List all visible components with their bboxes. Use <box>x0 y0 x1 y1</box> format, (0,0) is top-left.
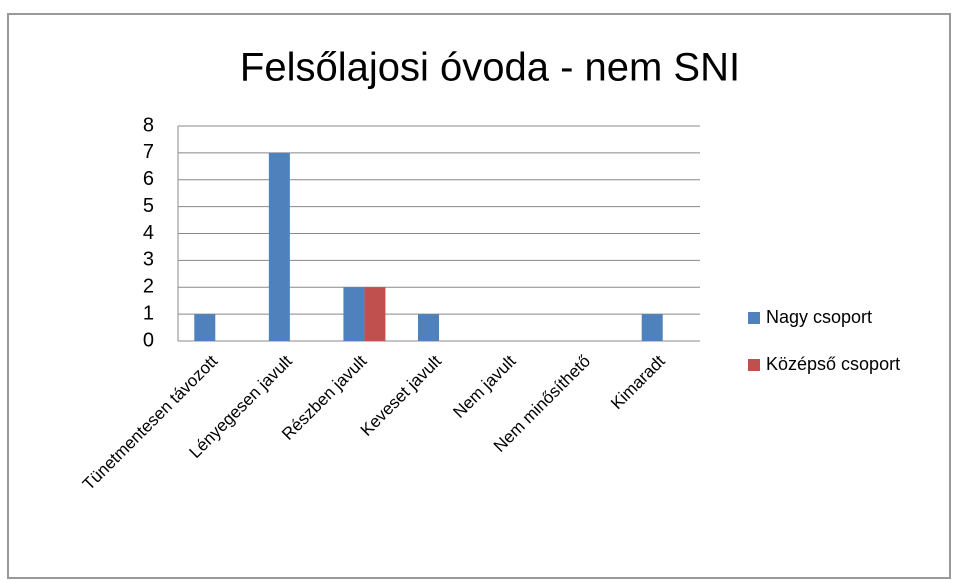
y-tick-label: 2 <box>143 276 154 298</box>
bar <box>194 314 216 341</box>
bar <box>418 314 439 341</box>
bar <box>364 287 386 341</box>
chart-title: Felsőlajosi óvoda - nem SNI <box>240 46 740 90</box>
legend-swatch <box>748 359 760 371</box>
y-tick-label: 1 <box>143 302 154 324</box>
bar <box>641 314 663 341</box>
bar <box>268 152 290 341</box>
legend-swatch <box>748 312 760 324</box>
y-tick-label: 8 <box>143 114 154 136</box>
legend-label: Középső csoport <box>766 354 900 374</box>
y-tick-label: 5 <box>143 195 154 217</box>
y-tick-label: 6 <box>143 168 154 190</box>
y-tick-label: 4 <box>143 222 154 244</box>
bar <box>343 287 365 341</box>
y-tick-label: 0 <box>143 329 154 351</box>
legend-label: Nagy csoport <box>766 307 872 327</box>
y-tick-label: 3 <box>143 249 154 271</box>
y-tick-label: 7 <box>143 141 154 163</box>
chart-frame <box>7 13 951 579</box>
